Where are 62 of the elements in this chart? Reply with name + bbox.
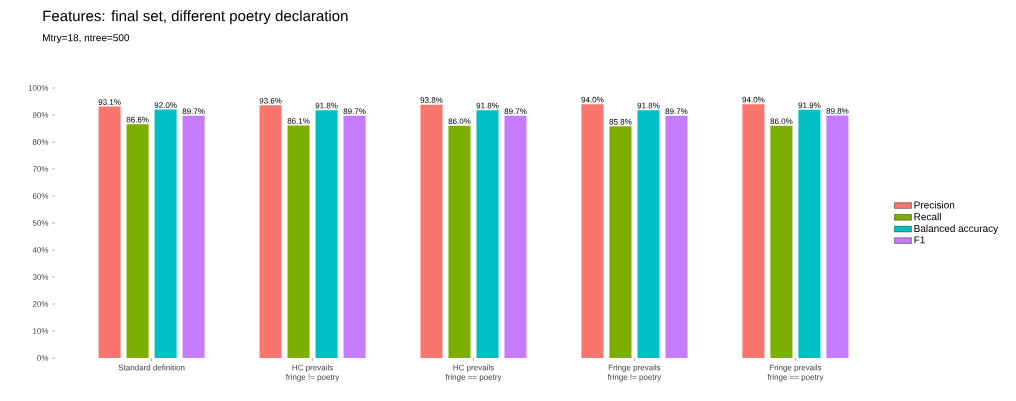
- y-tick-label: 100%: [28, 85, 49, 91]
- chart-title: Features: final set, different poetry declaration: [43, 10, 348, 25]
- bar: [504, 115, 527, 358]
- data-label: 91.8%: [637, 102, 660, 109]
- bar: [98, 106, 121, 358]
- bar: [259, 105, 282, 358]
- bar: [420, 104, 443, 358]
- x-tick-label: HC prevails fringe != poetry: [285, 364, 340, 382]
- y-tick-label: 60%: [32, 193, 49, 199]
- y-tick-label: 20%: [32, 301, 49, 307]
- bar: [581, 104, 604, 358]
- legend-label: Precision: [914, 201, 955, 209]
- bar: [609, 126, 632, 358]
- data-label: 93.6%: [259, 97, 282, 104]
- data-label: 86.6%: [126, 116, 149, 123]
- bar: [665, 115, 688, 358]
- bar: [742, 104, 765, 358]
- data-label: 93.1%: [98, 99, 121, 105]
- x-tick-label: Fringe prevails fringe == poetry: [767, 364, 824, 382]
- legend-label: Recall: [914, 212, 941, 221]
- y-tick-label: 10%: [33, 328, 49, 334]
- data-label: 89.8%: [826, 108, 849, 114]
- chart-subtitle: Mtry=18, ntree=500: [43, 34, 130, 44]
- bar: [343, 115, 366, 358]
- legend-label: Balanced accuracy: [914, 224, 999, 234]
- data-label: 92.0%: [154, 102, 177, 108]
- bar: [315, 110, 338, 358]
- data-label: 86.1%: [287, 118, 310, 124]
- y-tick-label: 80%: [32, 139, 49, 145]
- data-label: 89.7%: [182, 108, 205, 115]
- data-label: 91.9%: [798, 102, 821, 109]
- bar: [826, 115, 849, 358]
- data-label: 86.0%: [448, 118, 471, 125]
- data-label: 89.7%: [343, 108, 366, 115]
- x-tick-label: Standard definition: [118, 364, 185, 371]
- bar: [287, 125, 310, 358]
- x-tick-label: Fringe prevails fringe != poetry: [607, 364, 662, 382]
- data-label: 89.7%: [504, 108, 527, 115]
- bar: [182, 115, 205, 358]
- y-tick-label: 90%: [32, 112, 49, 118]
- bar: [448, 125, 471, 358]
- data-label: 89.7%: [665, 108, 688, 115]
- y-tick-label: 70%: [32, 166, 49, 172]
- y-tick-label: 50%: [32, 220, 49, 226]
- bar: [637, 110, 660, 358]
- y-tick-label: 0%: [37, 355, 49, 361]
- y-tick-label: 40%: [32, 247, 49, 253]
- bar: [126, 124, 149, 358]
- bar: [154, 109, 177, 358]
- data-label: 85.8%: [609, 118, 632, 125]
- bar: [476, 110, 499, 358]
- bar: [798, 109, 821, 358]
- y-tick-label: 30%: [32, 274, 49, 280]
- data-label: 86.0%: [770, 118, 793, 125]
- data-label: 93.8%: [420, 97, 443, 104]
- data-label: 91.8%: [476, 102, 499, 109]
- legend-label: F1: [914, 236, 925, 244]
- data-label: 91.8%: [315, 102, 338, 109]
- x-tick-label: HC prevails fringe == poetry: [445, 364, 502, 382]
- bar: [770, 125, 793, 358]
- data-label: 94.0%: [742, 96, 765, 103]
- data-label: 94.0%: [581, 96, 604, 103]
